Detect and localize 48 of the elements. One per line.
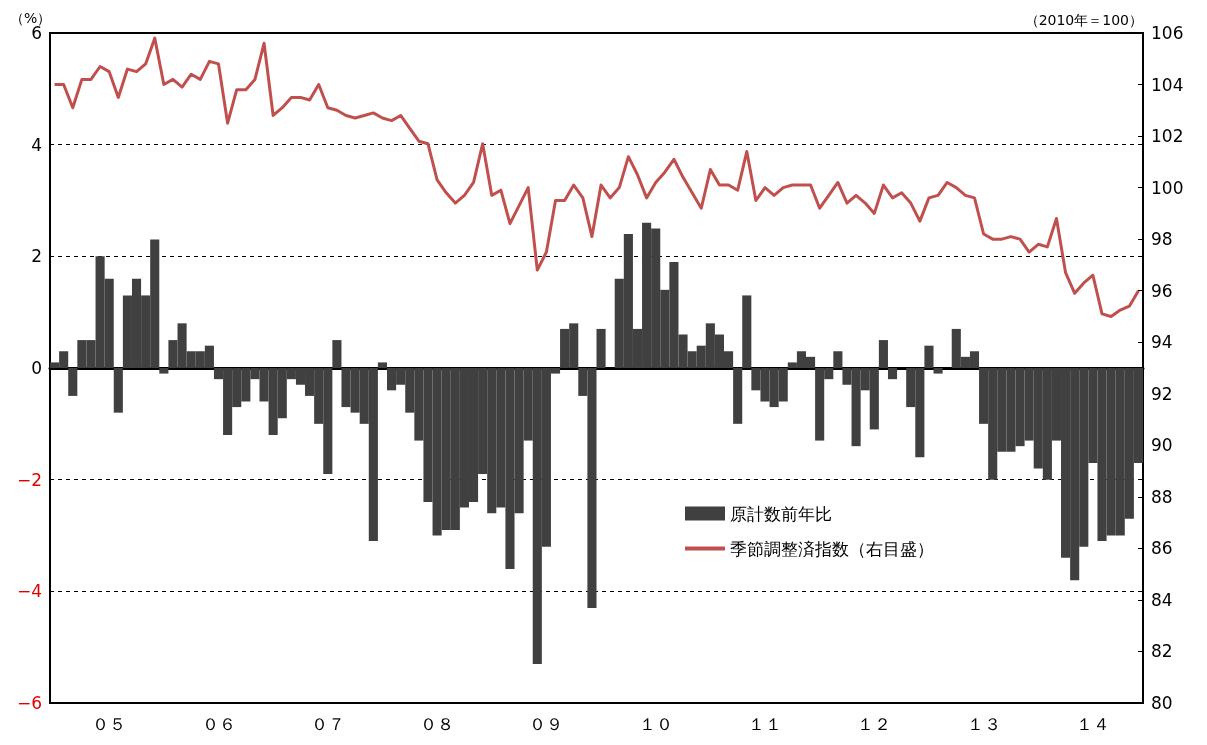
y-tick-label: −2 [16, 469, 42, 490]
bar [113, 368, 123, 413]
line-series [53, 36, 1140, 318]
y2-tick-label: 82 [1151, 641, 1173, 662]
y2-axis-title: （2010年＝100） [1024, 12, 1143, 28]
y2-tick-label: 94 [1151, 332, 1173, 353]
y2-tick-label: 102 [1151, 126, 1184, 147]
bar [332, 340, 342, 368]
y2-tick-label: 84 [1151, 589, 1173, 610]
y-tick-label: 2 [31, 246, 42, 267]
y2-tick-label: 96 [1151, 280, 1173, 301]
legend-label: 季節調整済指数（右目盛） [730, 538, 934, 559]
x-tick-label: １０ [638, 713, 673, 734]
y2-tick-label: 86 [1151, 538, 1173, 559]
y2-tick-label: 106 [1151, 23, 1184, 43]
bar [887, 368, 898, 380]
y-axis-title: （%） [10, 9, 52, 26]
x-tick-label: ０５ [92, 713, 127, 734]
x-tick-label: ０６ [201, 713, 236, 734]
x-tick-label: ０８ [420, 713, 455, 734]
y-tick-label: −6 [16, 693, 42, 713]
bar [933, 368, 943, 374]
x-tick-label: ０７ [310, 713, 345, 734]
x-tick-label: ０９ [529, 713, 564, 734]
y-tick-label: 0 [31, 358, 42, 378]
x-tick-label: １４ [1075, 713, 1110, 734]
y-tick-label: −4 [16, 581, 42, 602]
bar [733, 368, 743, 424]
bar [159, 368, 169, 374]
y2-tick-label: 88 [1151, 486, 1173, 507]
y2-tick-label: 92 [1151, 383, 1173, 404]
x-tick-label: １３ [966, 713, 1001, 734]
bar [596, 328, 606, 368]
y2-tick-label: 90 [1151, 435, 1173, 456]
y2-tick-label: 104 [1151, 74, 1184, 95]
bar [924, 345, 934, 368]
bar [742, 295, 752, 368]
x-tick-label: １２ [857, 713, 892, 734]
y2-tick-label: 80 [1151, 693, 1173, 713]
legend-label: 原計数前年比 [730, 503, 832, 524]
bar [377, 362, 388, 368]
y2-tick-label: 98 [1151, 229, 1173, 250]
bar [833, 351, 843, 368]
bar [878, 340, 888, 368]
y-tick-label: 4 [31, 134, 42, 155]
y2-tick-label: 100 [1151, 177, 1184, 198]
x-tick-label: １１ [748, 713, 782, 734]
bar [68, 368, 78, 396]
